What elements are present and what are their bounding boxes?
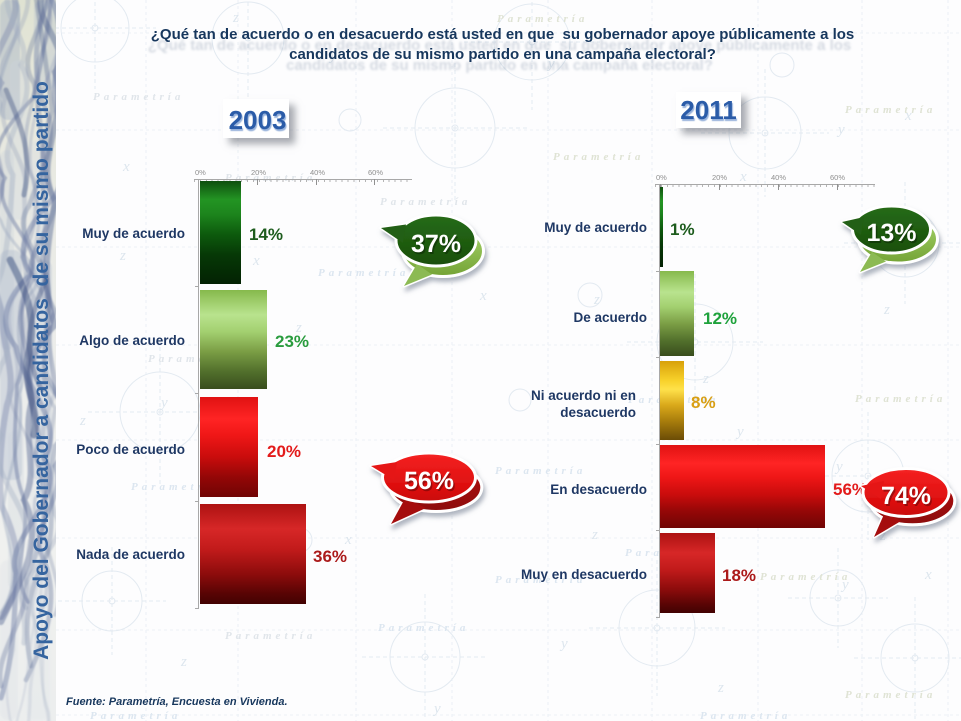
svg-text:z: z [119, 248, 126, 264]
svg-text:y: y [546, 56, 555, 72]
svg-text:x: x [739, 169, 747, 185]
svg-text:13%: 13% [868, 221, 918, 249]
svg-text:37%: 37% [412, 232, 462, 260]
svg-text:z: z [879, 528, 886, 544]
svg-text:z: z [79, 413, 86, 429]
svg-text:Parametría: Parametría [855, 393, 946, 405]
svg-text:Parametría: Parametría [495, 465, 586, 477]
svg-text:13%: 13% [866, 219, 916, 247]
svg-text:y: y [159, 395, 168, 411]
svg-text:37%: 37% [411, 230, 461, 258]
svg-text:z: z [883, 302, 890, 318]
svg-text:Apoyo del Gobernador a candida: Apoyo del Gobernador a candidatos de su … [30, 81, 53, 660]
svg-text:Parametría: Parametría [553, 151, 644, 163]
svg-text:Parametría: Parametría [495, 574, 586, 586]
svg-text:x: x [122, 159, 130, 175]
svg-text:56%: 56% [405, 469, 455, 497]
svg-text:x: x [654, 26, 662, 42]
svg-text:Parametría: Parametría [760, 571, 851, 583]
svg-text:x: x [924, 567, 932, 583]
svg-text:z: z [593, 292, 600, 308]
svg-text:z: z [295, 320, 302, 336]
svg-text:x: x [252, 253, 260, 269]
svg-text:Parametría: Parametría [380, 196, 471, 208]
svg-text:y: y [735, 424, 744, 440]
svg-text:z: z [232, 10, 239, 26]
svg-text:74%: 74% [881, 482, 931, 510]
svg-text:x: x [904, 108, 912, 124]
svg-text:Parametría: Parametría [845, 689, 936, 701]
svg-text:Parametría: Parametría [225, 630, 316, 642]
svg-text:y: y [432, 701, 441, 717]
svg-text:z: z [591, 527, 598, 543]
svg-text:y: y [559, 636, 568, 652]
svg-text:z: z [717, 680, 724, 696]
svg-text:y: y [836, 122, 845, 138]
svg-text:y: y [840, 577, 849, 593]
svg-text:y: y [834, 459, 843, 475]
svg-text:z: z [180, 654, 187, 670]
svg-text:74%: 74% [882, 484, 932, 512]
svg-text:Parametría: Parametría [131, 481, 222, 493]
svg-text:x: x [344, 532, 352, 548]
svg-text:Parametría: Parametría [318, 267, 409, 279]
svg-text:Parametría: Parametría [845, 104, 936, 116]
svg-text:Parametría: Parametría [93, 91, 184, 103]
svg-text:Parametría: Parametría [700, 710, 791, 721]
svg-text:Parametría: Parametría [378, 622, 469, 634]
svg-text:x: x [479, 288, 487, 304]
svg-text:Parametría: Parametría [90, 710, 181, 721]
svg-text:56%: 56% [404, 467, 454, 495]
svg-text:y: y [328, 48, 337, 64]
svg-text:Parametría: Parametría [497, 13, 588, 25]
svg-text:z: z [702, 371, 709, 387]
